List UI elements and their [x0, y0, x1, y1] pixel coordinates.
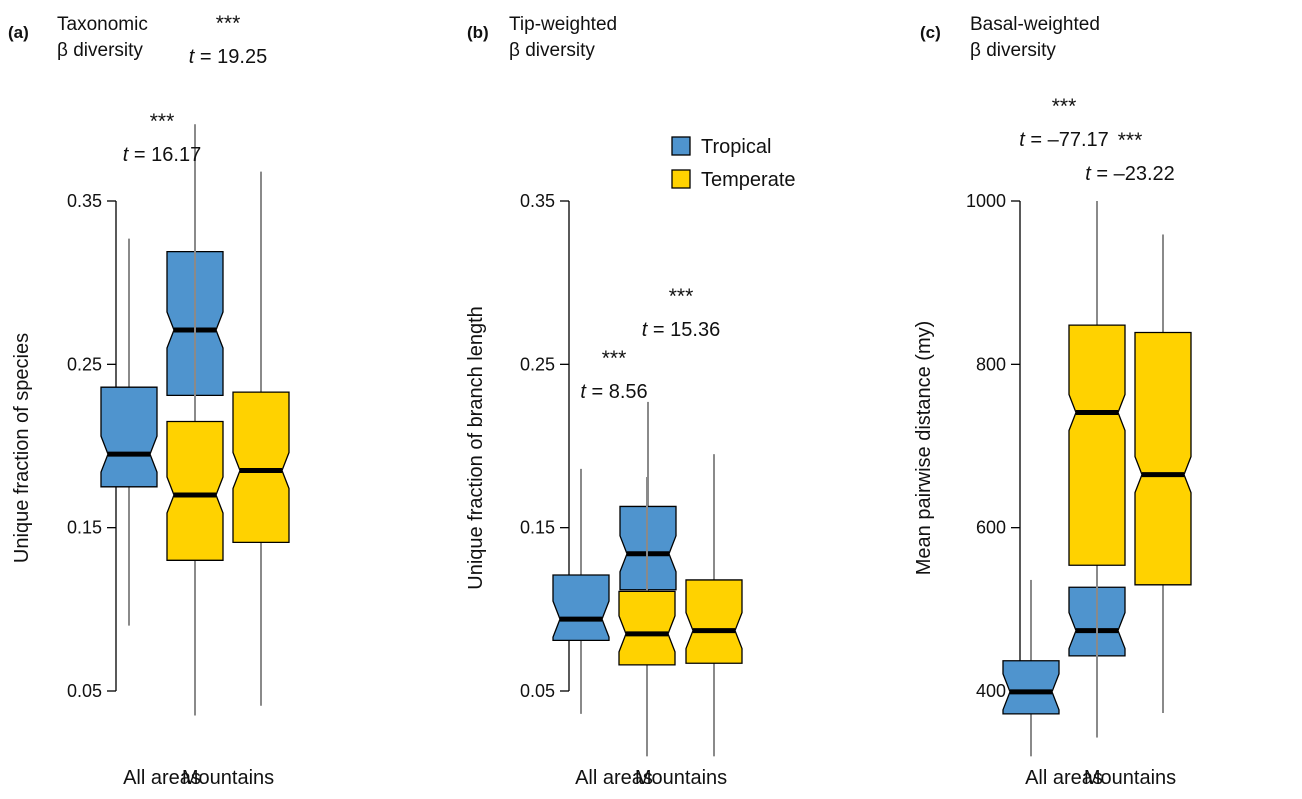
y-tick-label: 0.15: [520, 518, 555, 538]
box-temperate: [166, 420, 224, 561]
t-statistic: t = 19.25: [189, 46, 267, 68]
legend-swatch-tropical: [671, 136, 691, 156]
y-tick-label: 0.25: [67, 354, 102, 374]
significance-stars: ***: [1052, 95, 1077, 118]
significance-stars: ***: [150, 110, 175, 133]
y-tick-label: 800: [976, 354, 1006, 374]
panel-title-line: Basal-weighted: [970, 14, 1100, 35]
y-tick-label: 0.15: [67, 518, 102, 538]
x-category-label: Mountains: [182, 767, 274, 789]
legend-label: Temperate: [701, 169, 796, 191]
panel-2: (c) Basal-weighted β diversity 1000 800 600 40…: [913, 14, 1192, 789]
significance-stars: ***: [1118, 129, 1143, 152]
y-tick-label: 0.35: [67, 191, 102, 211]
significance-stars: ***: [602, 347, 627, 370]
box-temperate: [685, 579, 743, 664]
t-statistic: t = –23.22: [1085, 163, 1175, 185]
panel-title-line: Taxonomic: [57, 14, 148, 35]
x-category-label: All areas: [1025, 767, 1103, 789]
t-statistic: t = 15.36: [642, 319, 720, 341]
box-tropical: [1002, 660, 1060, 715]
t-statistic: t = –77.17: [1019, 129, 1109, 151]
legend-swatch-temperate: [671, 169, 691, 189]
panel-letter: (a): [8, 23, 29, 42]
y-tick-label: 600: [976, 518, 1006, 538]
box-tropical: [100, 386, 158, 488]
significance-stars: ***: [216, 12, 241, 35]
panel-letter: (c): [920, 23, 941, 42]
panel-title-line: β diversity: [57, 40, 143, 61]
legend-label: Tropical: [701, 136, 771, 158]
panel-title-line: Tip-weighted: [509, 14, 617, 35]
panel-title-line: β diversity: [509, 40, 595, 61]
box-temperate: [232, 391, 290, 544]
box-temperate: [1068, 324, 1126, 566]
y-tick-label: 0.05: [67, 681, 102, 701]
y-axis-label: Mean pairwise distance (my): [913, 321, 935, 576]
box-tropical: [552, 574, 610, 642]
t-statistic: t = 16.17: [123, 144, 201, 166]
panel-1: (b) Tip-weighted β diversity 0.35 0.25 0.15 0.…: [465, 14, 796, 789]
y-tick-label: 0.35: [520, 191, 555, 211]
y-tick-label: 1000: [966, 191, 1006, 211]
y-tick-label: 0.05: [520, 681, 555, 701]
x-category-label: Mountains: [1084, 767, 1176, 789]
panel-0: (a) Taxonomic β diversity 0.35 0.25 0.15 0.05 U…: [8, 12, 290, 789]
x-category-label: All areas: [575, 767, 653, 789]
t-statistic: t = 8.56: [580, 381, 647, 403]
panel-letter: (b): [467, 23, 489, 42]
x-category-label: All areas: [123, 767, 201, 789]
panel-title-line: β diversity: [970, 40, 1056, 61]
y-axis-label: Unique fraction of branch length: [465, 306, 487, 590]
x-category-label: Mountains: [635, 767, 727, 789]
box-temperate: [1134, 331, 1192, 586]
y-axis-label: Unique fraction of species: [11, 333, 33, 563]
y-tick-label: 400: [976, 681, 1006, 701]
box-temperate: [618, 590, 676, 666]
significance-stars: ***: [669, 285, 694, 308]
y-tick-label: 0.25: [520, 354, 555, 374]
